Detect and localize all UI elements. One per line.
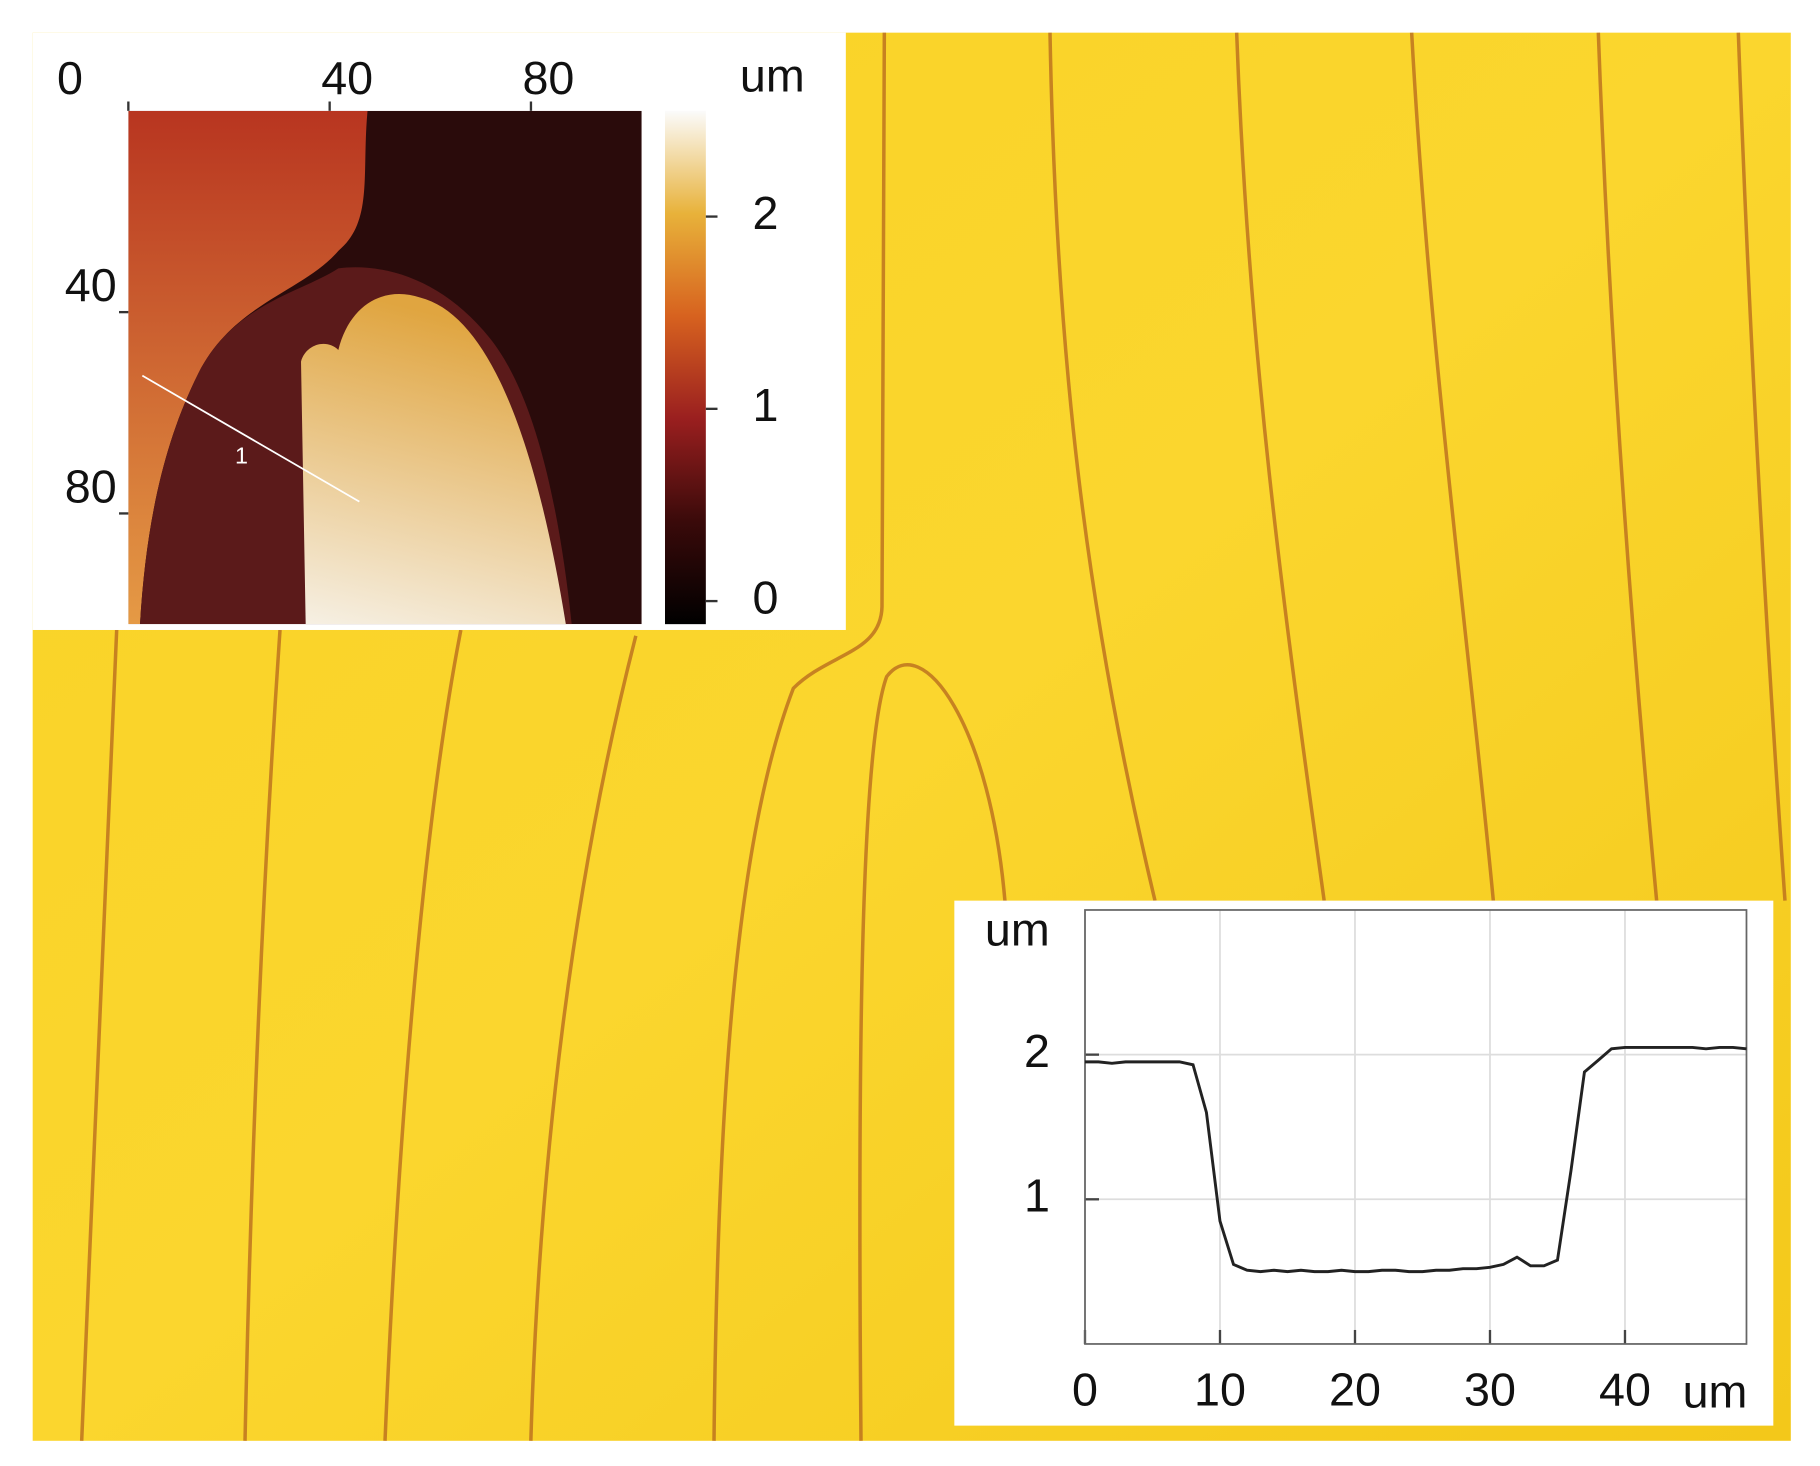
colorbar-tick-label: 1 bbox=[753, 379, 779, 431]
colorbar-tick-label: 0 bbox=[753, 571, 779, 623]
y-tick-label: 80 bbox=[65, 460, 117, 512]
profile-label: 1 bbox=[235, 442, 248, 468]
colorbar-unit: um bbox=[740, 50, 805, 102]
x-tick-label: 0 bbox=[57, 52, 83, 104]
profile-inset bbox=[954, 900, 1774, 1426]
y-tick-label: 40 bbox=[65, 259, 117, 311]
colorbar-tick-label: 2 bbox=[753, 187, 779, 239]
x-tick-label: 0 bbox=[1072, 1363, 1098, 1415]
plot-frame bbox=[1084, 909, 1748, 1345]
y-axis-label: um bbox=[985, 904, 1050, 956]
x-tick-label: 80 bbox=[523, 52, 575, 104]
domain-walls bbox=[79, 32, 1787, 1441]
profile-line bbox=[1084, 1045, 1747, 1274]
x-tick-label: 40 bbox=[1599, 1363, 1651, 1415]
x-tick-label: 30 bbox=[1464, 1363, 1516, 1415]
y-tick-label: 1 bbox=[1024, 1170, 1050, 1222]
x-tick-label: 40 bbox=[321, 52, 373, 104]
colorbar bbox=[665, 110, 706, 625]
x-axis-label: um bbox=[1683, 1366, 1748, 1418]
x-tick-label: 20 bbox=[1329, 1363, 1381, 1415]
x-tick-label: 10 bbox=[1194, 1363, 1246, 1415]
y-tick-label: 2 bbox=[1024, 1025, 1050, 1077]
afm-image bbox=[128, 110, 642, 625]
